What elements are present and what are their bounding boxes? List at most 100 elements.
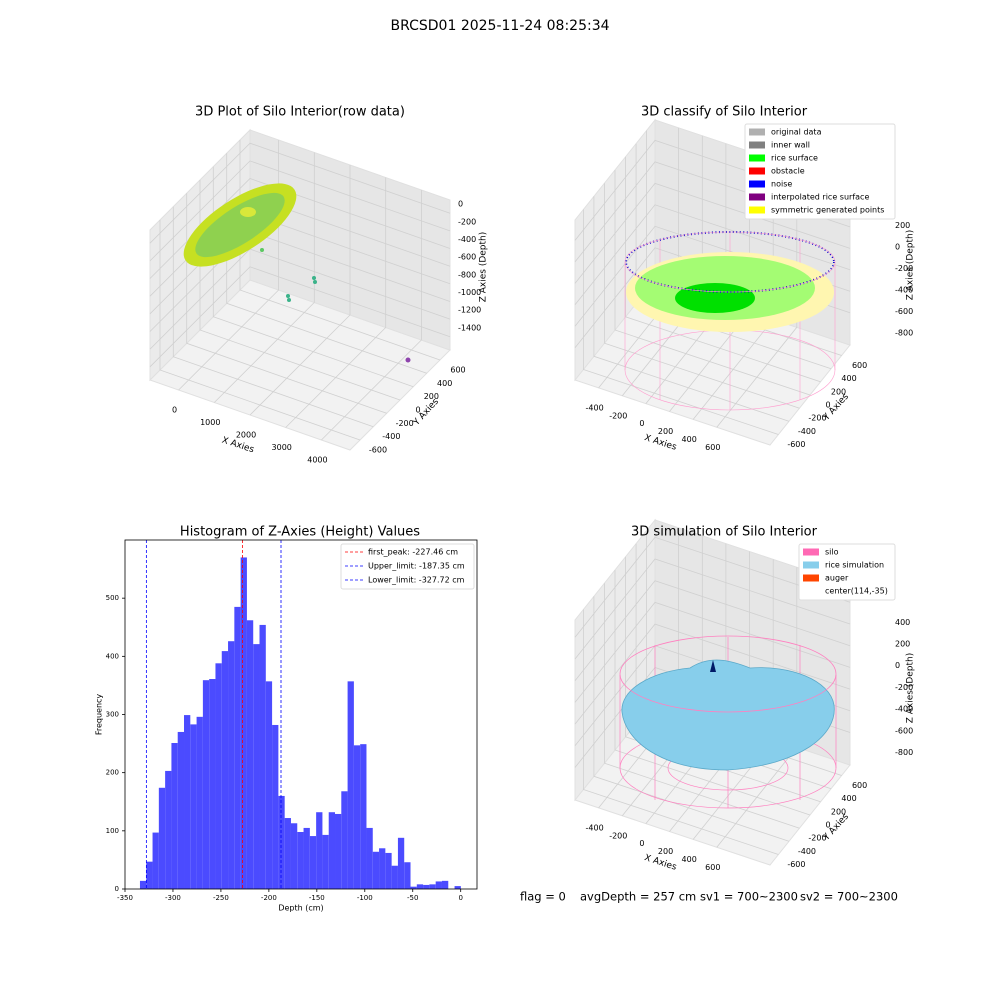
- bar: [404, 862, 411, 889]
- z-tick-label: -600: [458, 253, 476, 262]
- bar: [152, 832, 159, 889]
- z-tick-label: -600: [895, 307, 913, 316]
- bar: [297, 831, 304, 889]
- rice-surface: [675, 283, 755, 313]
- auger-marker: [710, 660, 716, 672]
- legend-label: interpolated rice surface: [771, 193, 869, 202]
- footer-text: flag = 0: [520, 890, 566, 904]
- bar: [215, 663, 222, 889]
- bar: [429, 884, 436, 889]
- z-axis-label: Z Axies (Depth): [479, 232, 489, 303]
- legend-swatch: [749, 154, 765, 162]
- z-tick-label: -800: [458, 270, 476, 279]
- footer-text: sv1 = 700~2300: [700, 890, 798, 904]
- x-tick-label: -300: [165, 894, 181, 902]
- legend-swatch: [803, 561, 819, 569]
- legend-label: Lower_limit: -327.72 cm: [368, 576, 465, 585]
- grid-line: [574, 536, 851, 638]
- bar: [303, 827, 310, 889]
- grid-line: [614, 170, 811, 396]
- z-tick-label: -1400: [458, 323, 481, 332]
- y-tick-label: 0: [825, 821, 830, 830]
- x-tick-label: 2000: [236, 431, 256, 440]
- chart-title: Histogram of Z-Axies (Height) Values: [180, 525, 420, 540]
- z-tick-label: 0: [895, 242, 900, 251]
- legend-swatch: [749, 141, 765, 149]
- bar: [309, 836, 317, 889]
- y-tick-label: 200: [831, 807, 846, 816]
- bar: [278, 795, 285, 889]
- bar: [341, 791, 348, 889]
- bar: [284, 818, 291, 889]
- grid-line: [149, 160, 451, 262]
- grid-line: [574, 623, 851, 725]
- x-tick-label: 0: [172, 406, 177, 415]
- x-axis-label: Depth (cm): [278, 904, 323, 913]
- point: [405, 357, 411, 363]
- bar: [177, 731, 185, 889]
- z-tick-label: -1200: [458, 306, 481, 315]
- legend-swatch: [749, 180, 765, 188]
- y-tick-label: 200: [106, 769, 119, 777]
- legend-swatch: [803, 548, 819, 556]
- point: [313, 280, 317, 284]
- z-tick-label: 0: [458, 200, 463, 209]
- y-tick-label: 300: [106, 711, 119, 719]
- x-tick-label: 400: [682, 855, 697, 864]
- z-tick-label: 0: [895, 661, 900, 670]
- bar: [335, 813, 342, 889]
- bar: [246, 620, 254, 889]
- x-tick-label: -400: [586, 823, 604, 832]
- grid-line: [574, 204, 851, 306]
- point: [312, 276, 316, 280]
- grid-line: [574, 601, 851, 703]
- bar: [196, 716, 203, 889]
- z-axis-label: Z Axies (Depth): [906, 653, 916, 724]
- z-tick-label: -400: [895, 705, 913, 714]
- bar: [190, 724, 197, 889]
- x-tick-label: -100: [357, 894, 373, 902]
- bar: [347, 681, 354, 889]
- foreground: 3D Plot of Silo Interior(row data) 0 1000 2…: [95, 105, 916, 913]
- grid-line: [593, 196, 790, 422]
- bar: [259, 624, 266, 889]
- y-tick-label: 600: [450, 366, 465, 375]
- bar: [290, 823, 298, 889]
- bar: [328, 812, 336, 889]
- footer-text: avgDepth = 257 cm: [580, 890, 696, 904]
- x-tick-label: 400: [682, 435, 697, 444]
- chart-title: 3D Plot of Silo Interior(row data): [195, 105, 405, 120]
- legend-label: symmetric generated points: [771, 206, 884, 215]
- y-tick-label: -600: [787, 860, 805, 869]
- y-tick-label: -200: [808, 834, 826, 843]
- grid-line: [214, 152, 315, 403]
- x-tick-label: 1000: [200, 418, 220, 427]
- x-tick-label: 600: [705, 863, 720, 872]
- legend-label: original data: [771, 128, 822, 137]
- bar: [360, 744, 367, 889]
- legend-swatch: [749, 128, 765, 136]
- bar: [165, 770, 172, 889]
- grid-line: [249, 165, 351, 416]
- bar: [171, 743, 178, 889]
- bar: [240, 557, 247, 889]
- bar: [139, 880, 147, 889]
- point: [286, 294, 290, 298]
- y-tick-label: -200: [396, 419, 414, 428]
- x-tick-label: -400: [586, 403, 604, 412]
- legend-label: rice surface: [771, 154, 818, 163]
- z-tick-label: -800: [895, 328, 913, 337]
- legend-label: first_peak: -227.46 cm: [368, 548, 458, 557]
- chart-title: 3D classify of Silo Interior: [641, 105, 808, 120]
- z-axis-label: Z Axies (Depth): [906, 230, 916, 301]
- bar: [397, 837, 405, 889]
- z-tick-label: -600: [895, 726, 913, 735]
- x-tick-label: 0: [639, 839, 644, 848]
- grid-line: [574, 182, 851, 284]
- x-tick-label: -200: [261, 894, 277, 902]
- legend-label: inner wall: [771, 141, 810, 150]
- grid-line: [321, 190, 422, 441]
- bar: [316, 812, 323, 889]
- y-tick-label: -200: [808, 414, 826, 423]
